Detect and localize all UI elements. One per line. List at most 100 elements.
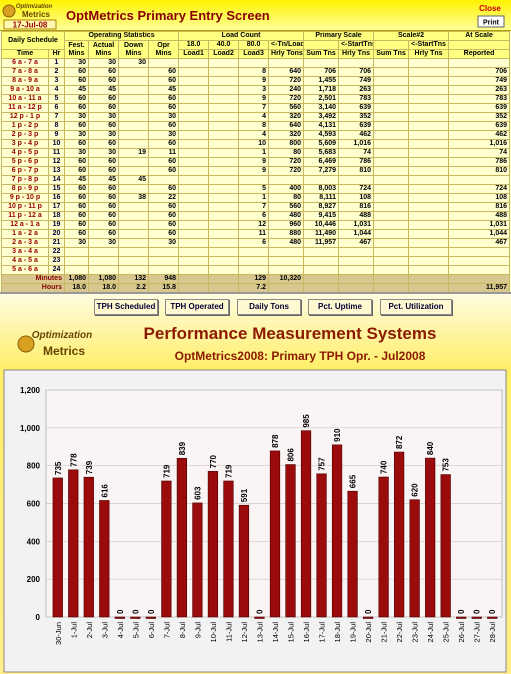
value-cell: 560 — [268, 103, 305, 113]
value-cell: 640 — [268, 67, 305, 77]
value-cell — [373, 193, 410, 203]
column-header: Hr — [47, 49, 66, 59]
bar — [285, 464, 296, 618]
close-button[interactable]: Close — [479, 4, 501, 13]
logo-text: Metrics — [22, 10, 51, 19]
bar — [99, 500, 110, 618]
value-cell — [373, 220, 410, 230]
value-cell — [408, 58, 450, 68]
value-cell — [178, 157, 210, 167]
value-cell — [338, 175, 375, 185]
bar — [378, 476, 389, 618]
column-header: Actual Mins — [88, 40, 120, 59]
value-cell: 60 — [88, 166, 120, 176]
bar — [456, 616, 467, 619]
value-cell: 320 — [268, 130, 305, 140]
value-cell: 9 — [238, 76, 270, 86]
value-label: 878 — [271, 434, 280, 448]
print-button[interactable] — [477, 15, 505, 28]
value-cell: 783 — [338, 94, 375, 104]
value-label: 839 — [178, 441, 187, 455]
hour-cell: 1 — [47, 58, 66, 68]
y-tick-label: 1,200 — [20, 386, 41, 395]
value-cell — [88, 265, 120, 275]
value-cell — [268, 175, 305, 185]
nav-button[interactable]: Pct. Uptime — [308, 299, 372, 315]
time-cell: 3 p - 4 p — [1, 139, 49, 149]
value-cell: 108 — [448, 193, 511, 203]
bar — [269, 450, 281, 618]
value-cell — [408, 256, 450, 266]
table-row: 10 a - 11 a 5 60 60 60 9 720 2,501 783 783 — [1, 94, 511, 104]
nav-button[interactable]: TPH Operated — [165, 299, 229, 315]
hour-cell: 19 — [47, 220, 66, 230]
value-cell — [118, 166, 150, 176]
hour-cell: 22 — [47, 247, 66, 257]
value-cell — [373, 148, 410, 158]
date-box — [3, 19, 57, 30]
value-cell: 467 — [338, 238, 375, 248]
value-cell — [118, 256, 150, 266]
load-weight: 18.0 — [178, 40, 210, 50]
x-tick-label: 11-Jul — [224, 622, 233, 642]
value-label: 0 — [473, 609, 482, 614]
value-cell — [408, 85, 450, 95]
date: 17-Jul-08 — [13, 21, 48, 30]
time-cell: 2 p - 3 p — [1, 130, 49, 140]
nav-button[interactable]: TPH Scheduled — [94, 299, 158, 315]
value-cell — [208, 121, 240, 131]
value-cell: 60 — [148, 166, 180, 176]
value-cell — [208, 148, 240, 158]
value-cell — [373, 103, 410, 113]
value-cell — [118, 112, 150, 122]
value-cell — [408, 211, 450, 221]
value-cell: 30 — [64, 112, 90, 122]
value-cell — [408, 238, 450, 248]
value-cell: 12 — [238, 220, 270, 230]
nav-button[interactable]: Daily Tons — [237, 299, 301, 315]
value-cell: 60 — [64, 94, 90, 104]
value-cell — [118, 121, 150, 131]
value-cell — [373, 139, 410, 149]
table-row: 12 a - 1 a 19 60 60 60 12 960 10,446 1,031 1,031 — [1, 220, 511, 230]
value-cell — [178, 175, 210, 185]
bar — [83, 476, 94, 618]
value-cell — [408, 229, 450, 239]
time-cell: 8 p - 9 p — [1, 184, 49, 194]
hour-cell: 7 — [47, 112, 66, 122]
value-cell — [88, 256, 120, 266]
value-cell — [208, 220, 240, 230]
bar — [207, 471, 219, 618]
value-cell: 5,683 — [303, 148, 340, 158]
value-cell: 30 — [88, 148, 120, 158]
value-cell: 1,044 — [448, 229, 511, 239]
value-cell — [408, 76, 450, 86]
value-cell — [448, 256, 511, 266]
value-cell — [118, 76, 150, 86]
bar — [409, 499, 420, 618]
column-header: Opr Mins — [148, 40, 180, 59]
table-row: 1 p - 2 p 8 60 60 60 8 640 4,131 639 639 — [1, 121, 511, 131]
value-cell: 60 — [64, 121, 90, 131]
value-cell — [373, 94, 410, 104]
value-cell — [373, 58, 410, 68]
value-cell — [178, 58, 210, 68]
value-cell: 45 — [88, 85, 120, 95]
bar — [176, 457, 188, 618]
value-cell — [178, 166, 210, 176]
value-cell: 786 — [448, 157, 511, 167]
x-tick-label: 7-Jul — [162, 622, 171, 639]
y-tick-label: 400 — [27, 537, 41, 546]
value-label: 616 — [100, 484, 109, 498]
value-label: 735 — [54, 461, 63, 475]
load-weight: 40.0 — [208, 40, 240, 50]
nav-button[interactable]: Pct. Utilization — [380, 299, 452, 315]
print-label[interactable]: Print — [483, 20, 500, 27]
value-cell: 38 — [118, 193, 150, 203]
x-tick-label: 26-Jul — [457, 622, 466, 643]
table-row: 11 a - 12 p 6 60 60 60 7 560 3,140 639 639 — [1, 103, 511, 113]
time-cell: 5 a - 6 a — [1, 265, 49, 275]
bar — [52, 477, 63, 618]
time-cell: 9 p - 10 p — [1, 193, 49, 203]
value-cell: 352 — [448, 112, 511, 122]
